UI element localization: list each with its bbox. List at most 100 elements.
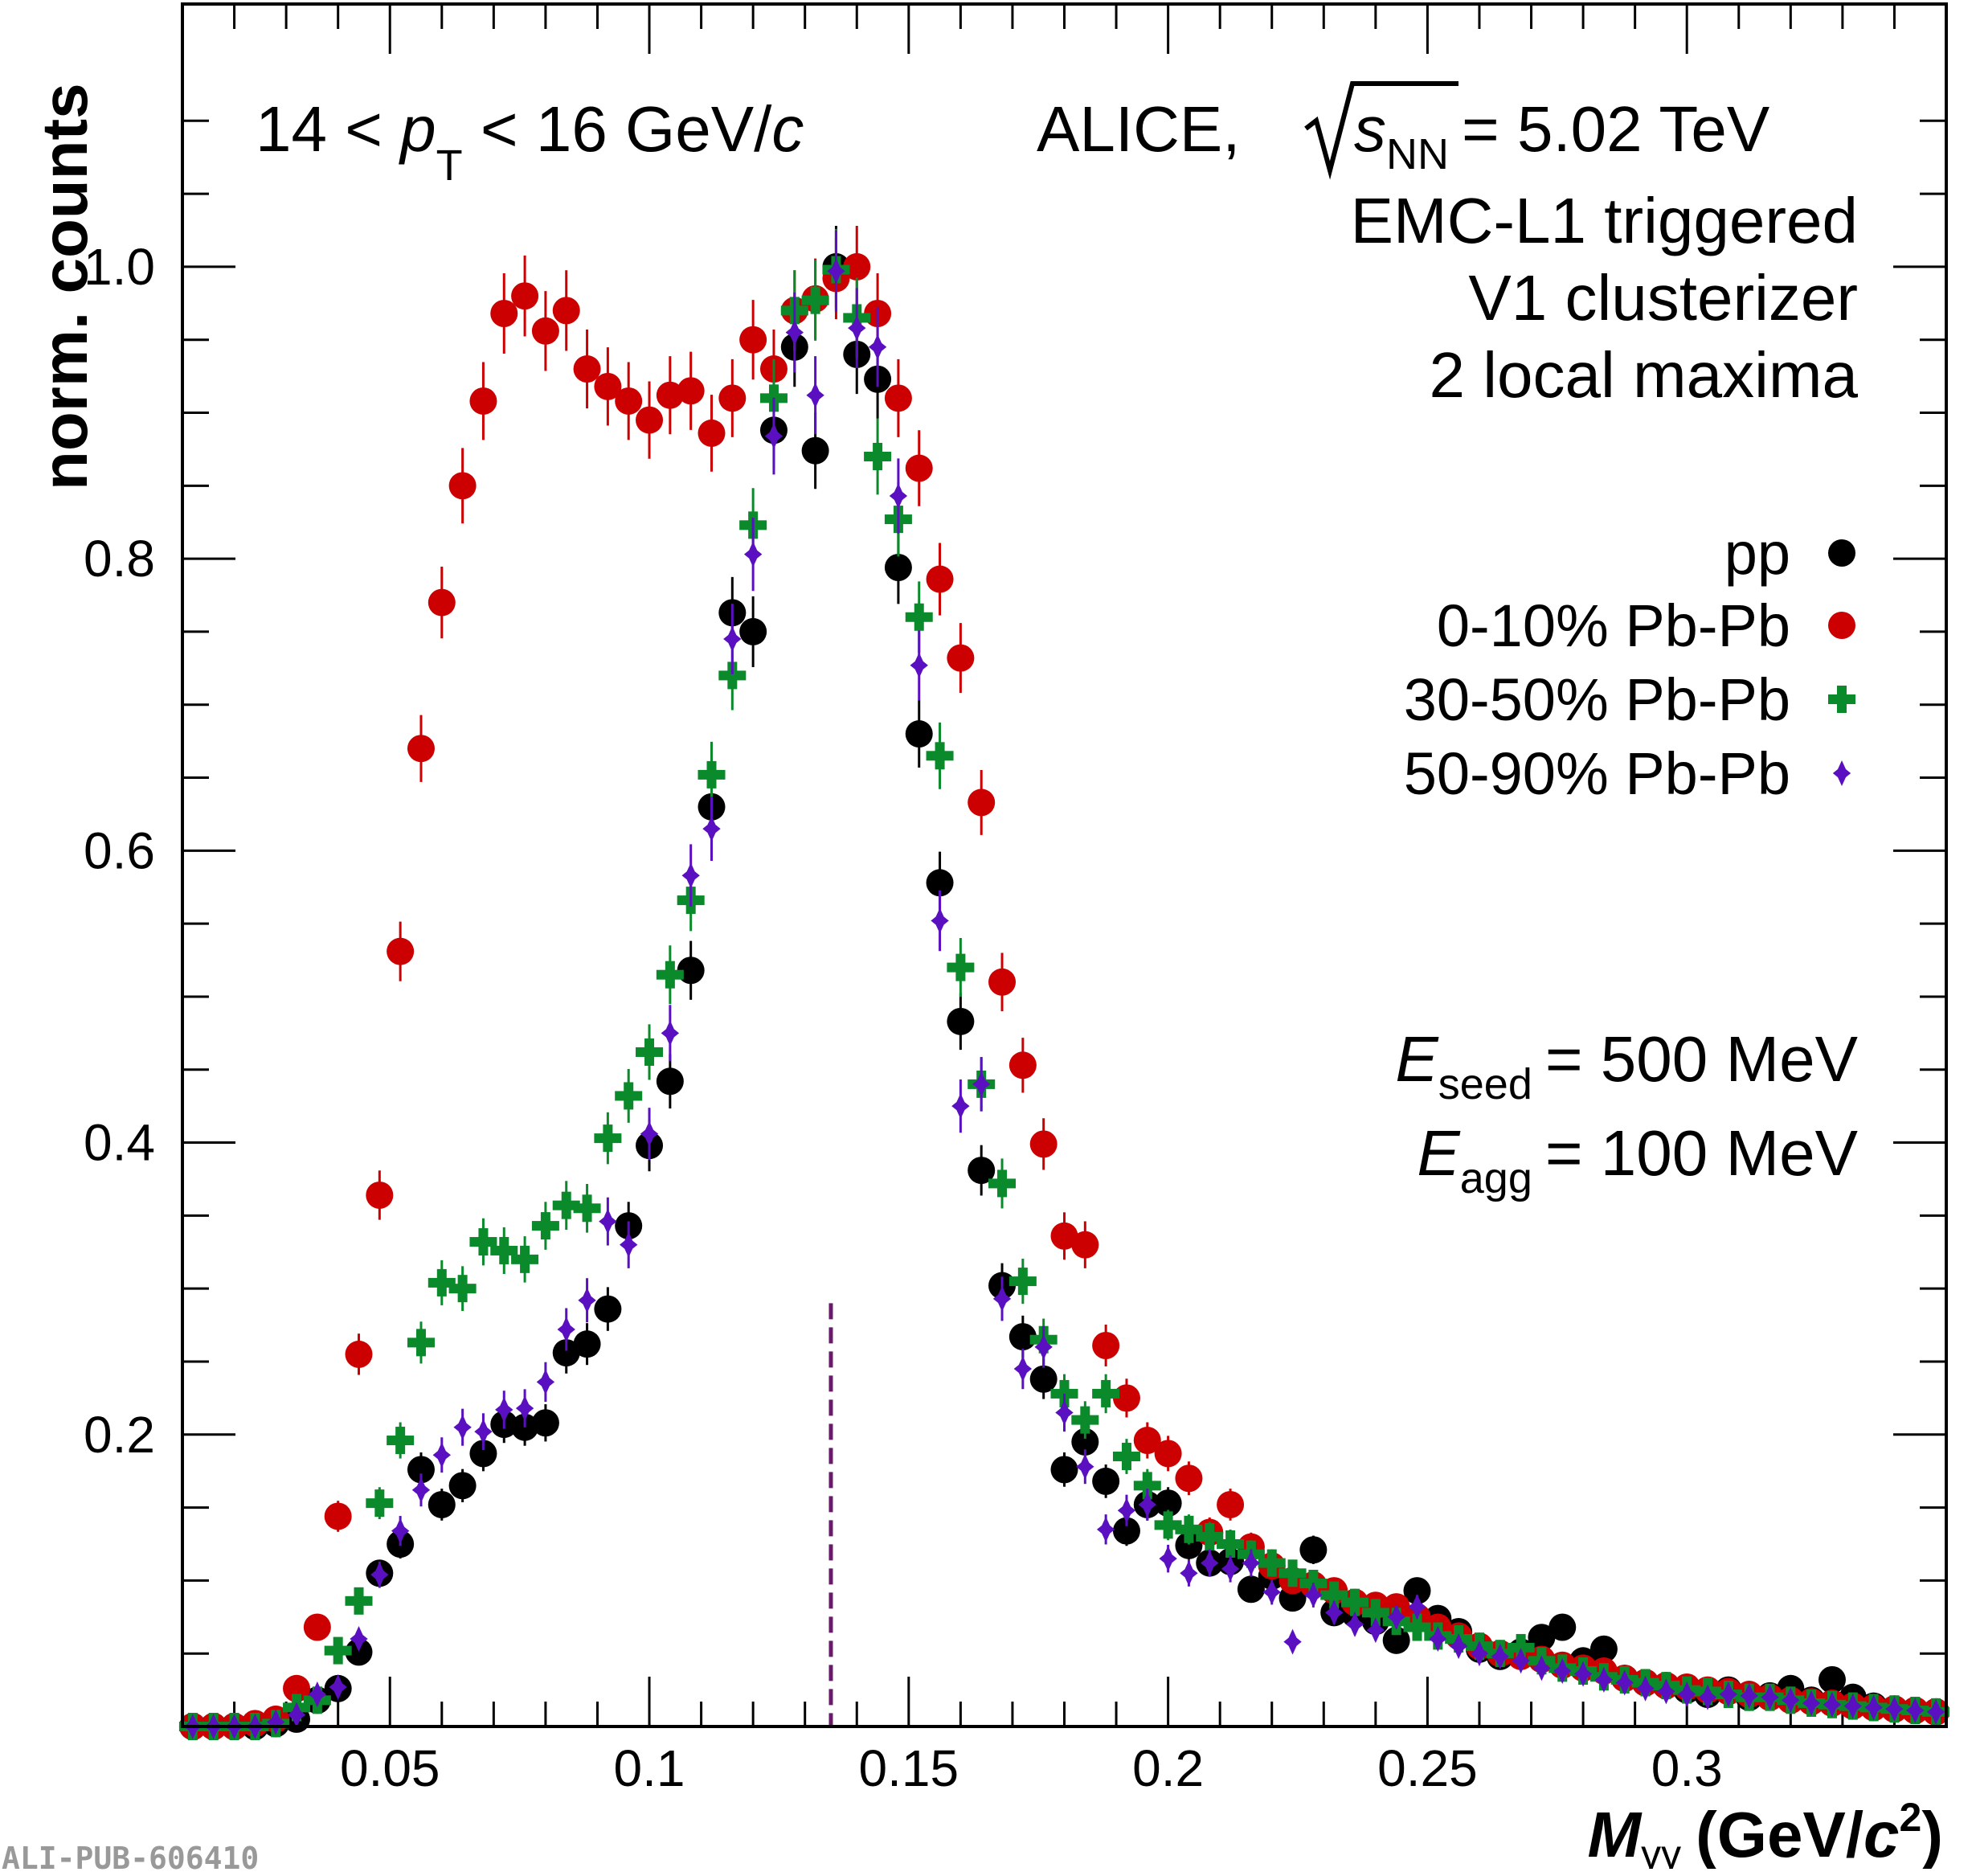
data-point	[1408, 1594, 1426, 1620]
clusterizer-annotation: V1 clusterizer	[1468, 262, 1858, 334]
data-point	[801, 436, 829, 465]
cross-v	[1205, 1522, 1215, 1550]
cross-v	[665, 961, 675, 989]
data-point	[905, 720, 933, 748]
data-point	[594, 372, 622, 400]
data-point	[1029, 1130, 1058, 1158]
cross-v	[810, 286, 820, 314]
legend-label: 30-50% Pb-Pb	[1404, 666, 1790, 733]
data-point	[1092, 1331, 1120, 1359]
data-point	[1429, 1626, 1447, 1653]
data-point	[552, 1339, 580, 1367]
eagg-var: E	[1417, 1117, 1461, 1189]
data-point	[636, 406, 664, 434]
data-point	[1196, 1522, 1224, 1550]
data-point	[287, 1702, 306, 1728]
data-point	[599, 1208, 617, 1235]
data-point	[1008, 1323, 1037, 1351]
data-point	[843, 252, 871, 281]
data-point	[615, 387, 643, 415]
cross-v	[478, 1228, 489, 1256]
cross-v	[354, 1587, 364, 1615]
data-point	[1926, 1698, 1945, 1725]
data-point	[1657, 1678, 1675, 1705]
y-tick-label: 0.8	[84, 530, 155, 588]
data-point	[1092, 1379, 1120, 1407]
data-point	[448, 472, 477, 500]
data-point	[640, 1120, 659, 1147]
data-point	[366, 1489, 394, 1518]
y-tick-label: 0.4	[84, 1114, 155, 1172]
x-tick-label: 0.05	[340, 1739, 440, 1797]
data-point	[656, 961, 684, 989]
x-axis-label-close: )	[1921, 1799, 1943, 1869]
data-point	[594, 1124, 622, 1153]
data-point	[267, 1709, 285, 1735]
data-point	[552, 297, 580, 325]
cross-v	[436, 1268, 447, 1296]
data-point	[723, 626, 742, 653]
cross-v	[540, 1212, 550, 1240]
x-tick-label: 0.3	[1651, 1739, 1723, 1797]
data-point	[573, 355, 601, 383]
cross-v	[1370, 1599, 1381, 1627]
x-axis-label-sub: γγ	[1641, 1832, 1681, 1869]
data-point	[972, 1071, 991, 1097]
data-point	[578, 1287, 596, 1313]
data-point	[848, 315, 866, 342]
data-point	[827, 258, 845, 285]
data-point	[474, 1419, 493, 1445]
cross-v	[1142, 1472, 1152, 1500]
cross-v	[644, 1038, 655, 1066]
data-point	[947, 953, 975, 981]
alice-s: s	[1354, 93, 1386, 165]
alice-annotation: ALICE, sNN = 5.02 TeV	[1037, 81, 1770, 180]
data-point	[370, 1562, 389, 1588]
data-point	[926, 742, 954, 770]
data-point	[469, 1440, 497, 1468]
data-point	[324, 1636, 352, 1665]
cross-v	[1163, 1511, 1173, 1539]
data-point	[1325, 1600, 1344, 1626]
data-point	[1387, 1604, 1405, 1630]
data-point	[702, 816, 721, 842]
legend-marker	[1832, 760, 1851, 786]
data-point	[677, 377, 705, 405]
data-point	[432, 1442, 451, 1468]
cross-v	[1266, 1549, 1277, 1577]
data-point	[1470, 1640, 1489, 1667]
data-point	[926, 869, 954, 897]
data-point	[1008, 1268, 1037, 1296]
cross-v	[997, 1169, 1008, 1198]
data-point	[1154, 1511, 1182, 1539]
cross-v	[1412, 1613, 1422, 1641]
cross-v	[1101, 1379, 1111, 1407]
y-axis-label: norm. counts	[29, 83, 100, 490]
data-point	[1366, 1617, 1385, 1644]
cross-v	[1350, 1588, 1360, 1616]
data-point	[905, 603, 933, 631]
watermark: ALI-PUB-606410	[2, 1841, 260, 1876]
data-point	[1117, 1497, 1136, 1524]
data-point	[1034, 1333, 1053, 1360]
data-point	[1698, 1684, 1717, 1710]
x-tick-label: 0.25	[1377, 1739, 1478, 1797]
data-point	[1361, 1599, 1389, 1627]
data-point	[324, 1502, 352, 1530]
data-point	[1528, 1624, 1556, 1652]
cross-v	[1080, 1406, 1090, 1434]
data-point	[698, 760, 726, 788]
alice-post: = 5.02 TeV	[1462, 93, 1770, 165]
cross-v	[1059, 1379, 1070, 1407]
data-point	[785, 319, 804, 346]
data-point	[1221, 1555, 1240, 1582]
data-point	[1403, 1577, 1431, 1605]
data-point	[743, 541, 763, 567]
x-axis-label-c: c	[1863, 1799, 1900, 1869]
data-point	[594, 1295, 622, 1323]
data-point	[947, 1007, 975, 1035]
data-point	[968, 1157, 996, 1185]
x-axis-label: Mγγ (GeV/c2)	[1587, 1795, 1943, 1869]
data-point	[366, 1181, 394, 1209]
data-point	[469, 1228, 497, 1256]
